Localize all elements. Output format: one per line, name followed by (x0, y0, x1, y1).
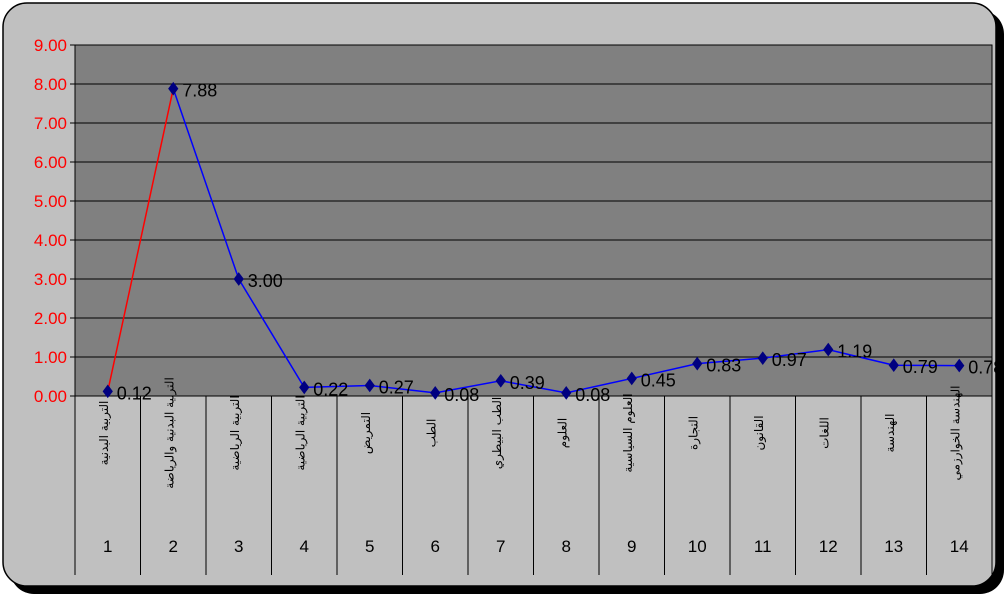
x-tick-label: 5 (365, 537, 374, 556)
category-text: القانون (752, 415, 767, 450)
data-label: 0.78 (968, 358, 1003, 378)
data-label: 0.27 (379, 377, 414, 397)
data-label: 0.45 (641, 370, 676, 390)
x-tick-label: 6 (431, 537, 440, 556)
data-point (823, 342, 834, 357)
data-point (495, 373, 506, 388)
y-tick-label: 2.00 (34, 309, 67, 328)
x-tick-label: 10 (688, 537, 707, 556)
category-text: التربية الرياضية (228, 395, 243, 470)
y-tick-label: 3.00 (34, 270, 67, 289)
data-point (299, 380, 310, 395)
series (102, 81, 965, 400)
data-point (692, 356, 703, 371)
category-text: التجارة (686, 416, 701, 450)
category-text: اللغات (817, 417, 831, 449)
data-point (233, 272, 244, 286)
data-label: 7.88 (182, 81, 217, 101)
data-point (364, 378, 375, 393)
data-label: 0.79 (903, 357, 938, 377)
x-tick-label: 9 (627, 537, 636, 556)
category-table: التربية البدنية 1 التربية البدنية والرياضة… (74, 45, 993, 575)
y-tick-label: 6.00 (34, 153, 67, 172)
data-label: 1.19 (837, 342, 872, 362)
x-tick-label: 8 (562, 537, 571, 556)
data-point (561, 386, 572, 400)
data-label: 0.39 (510, 373, 545, 393)
x-tick-label: 13 (884, 537, 903, 556)
data-label: 0.08 (575, 385, 610, 405)
category-text: العلوم (555, 418, 570, 448)
y-tick-label: 7.00 (34, 114, 67, 133)
series-segment-first (107, 88, 174, 392)
data-label: 0.97 (772, 350, 807, 370)
data-label: 0.08 (444, 385, 479, 405)
x-tick-label: 11 (754, 537, 772, 556)
data-point (626, 371, 637, 386)
data-point (954, 358, 965, 373)
y-axis-ticks: 0.00 1.00 2.00 3.00 4.00 5.00 6.00 7.00 8.00 9.00 (34, 36, 75, 406)
category-text: التربية البدنية (97, 401, 112, 466)
category-text: الهندسة (883, 414, 897, 453)
x-tick-label: 4 (300, 537, 309, 556)
data-label: 3.00 (248, 271, 283, 291)
data-point (757, 351, 768, 366)
data-point (430, 386, 441, 400)
data-point (888, 358, 899, 373)
y-tick-label: 1.00 (34, 348, 67, 367)
x-tick-label: 3 (234, 537, 243, 556)
category-text: العلوم السياسية (621, 393, 636, 472)
category-text: التربية البدنية والرياضة (162, 377, 177, 489)
y-tick-label: 4.00 (34, 231, 67, 250)
data-label: 0.83 (706, 356, 741, 376)
category-text: التمريض (359, 412, 374, 454)
category-text: الهندسة الخوارزمي (948, 385, 963, 480)
y-tick-label: 0.00 (34, 387, 67, 406)
x-tick-label: 2 (169, 537, 178, 556)
y-tick-label: 9.00 (34, 36, 67, 55)
gridlines (75, 44, 992, 397)
data-label: 0.12 (117, 383, 152, 403)
data-point (102, 384, 113, 399)
x-tick-label: 1 (103, 537, 112, 556)
data-point (168, 81, 179, 96)
plot-area (74, 44, 993, 397)
category-text: التربية الرياضية (293, 395, 308, 470)
x-tick-label: 12 (819, 537, 838, 556)
y-tick-label: 8.00 (34, 75, 67, 94)
data-labels: 0.12 7.88 3.00 0.22 0.27 0.08 0.39 0.08 0.45 0.83… (117, 81, 1004, 405)
category-text: الطب (424, 419, 438, 448)
x-tick-label: 7 (496, 537, 505, 556)
category-text: الطب البيطري (490, 397, 505, 470)
data-label: 0.22 (313, 379, 348, 399)
y-tick-label: 5.00 (34, 192, 67, 211)
x-tick-label: 14 (950, 537, 969, 556)
